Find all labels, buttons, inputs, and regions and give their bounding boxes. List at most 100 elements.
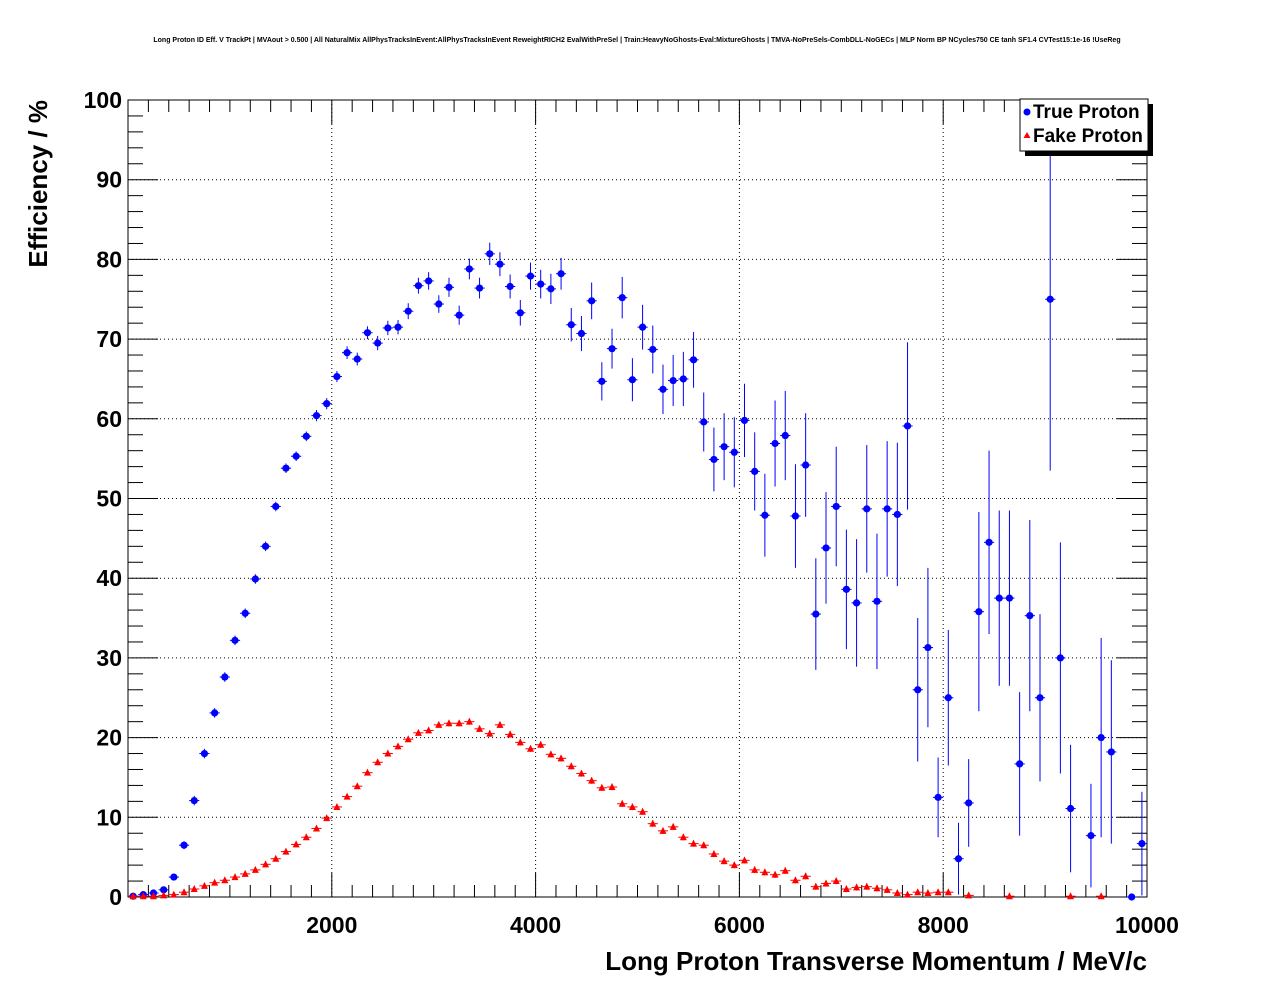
data-point bbox=[525, 262, 536, 290]
marker-triangle bbox=[893, 889, 901, 897]
data-point bbox=[698, 841, 709, 849]
marker-circle bbox=[231, 636, 239, 644]
marker-circle bbox=[241, 609, 249, 617]
marker-circle bbox=[323, 400, 331, 408]
marker-triangle bbox=[333, 802, 341, 810]
marker-circle bbox=[965, 799, 973, 807]
data-point bbox=[392, 742, 404, 750]
data-point bbox=[576, 769, 587, 777]
marker-triangle bbox=[608, 783, 616, 791]
marker-triangle bbox=[262, 860, 270, 868]
data-point bbox=[841, 529, 852, 650]
data-point bbox=[657, 364, 669, 415]
data-point bbox=[902, 890, 913, 898]
marker-circle bbox=[618, 294, 626, 302]
data-point bbox=[454, 719, 465, 727]
data-point bbox=[352, 352, 363, 366]
marker-triangle bbox=[1005, 892, 1013, 900]
marker-circle bbox=[802, 461, 810, 469]
marker-circle bbox=[221, 673, 229, 681]
legend-marker-fake-proton bbox=[1023, 132, 1031, 138]
marker-circle bbox=[1097, 734, 1105, 742]
data-point bbox=[484, 729, 495, 737]
data-point bbox=[963, 891, 974, 899]
data-point bbox=[719, 413, 730, 481]
data-point bbox=[780, 866, 791, 874]
data-point bbox=[321, 814, 332, 822]
marker-triangle bbox=[323, 814, 331, 822]
y-tick-label: 60 bbox=[96, 406, 122, 432]
marker-circle bbox=[608, 345, 616, 353]
marker-triangle bbox=[822, 879, 830, 887]
data-point bbox=[372, 335, 383, 351]
data-point bbox=[769, 400, 781, 487]
data-point bbox=[861, 882, 872, 890]
x-tick-label: 6000 bbox=[714, 912, 765, 938]
marker-circle bbox=[832, 502, 840, 511]
marker-triangle bbox=[669, 822, 677, 830]
y-tick-label: 100 bbox=[84, 87, 122, 113]
marker-triangle bbox=[863, 882, 871, 890]
data-point bbox=[555, 754, 567, 762]
data-point bbox=[769, 870, 781, 878]
data-point bbox=[606, 783, 618, 791]
data-point bbox=[148, 892, 159, 900]
marker-circle bbox=[200, 749, 209, 758]
marker-triangle bbox=[476, 724, 484, 732]
marker-circle bbox=[282, 464, 290, 472]
data-point bbox=[189, 885, 200, 893]
data-point bbox=[250, 865, 261, 873]
marker-triangle bbox=[598, 783, 606, 791]
marker-circle bbox=[679, 375, 687, 383]
marker-circle bbox=[516, 309, 524, 317]
marker-circle bbox=[261, 542, 270, 550]
data-point bbox=[790, 876, 801, 884]
marker-circle bbox=[333, 372, 341, 381]
marker-circle bbox=[170, 873, 178, 881]
marker-circle bbox=[700, 418, 708, 426]
marker-triangle bbox=[853, 883, 861, 891]
data-point bbox=[1106, 660, 1117, 844]
marker-triangle bbox=[465, 717, 473, 725]
data-point bbox=[331, 802, 342, 810]
data-point bbox=[352, 782, 363, 790]
marker-triangle bbox=[873, 884, 881, 892]
y-tick-label: 80 bbox=[96, 246, 122, 272]
data-point bbox=[1045, 127, 1056, 471]
marker-triangle bbox=[374, 758, 382, 766]
data-point bbox=[973, 512, 984, 712]
data-point bbox=[790, 464, 801, 568]
data-point bbox=[423, 272, 434, 290]
marker-circle bbox=[689, 356, 698, 364]
data-point bbox=[820, 879, 832, 887]
marker-triangle bbox=[649, 819, 657, 827]
marker-triangle bbox=[231, 873, 239, 881]
data-point bbox=[994, 510, 1005, 686]
marker-circle bbox=[1087, 832, 1095, 840]
marker-circle bbox=[954, 855, 963, 863]
marker-triangle bbox=[771, 870, 779, 878]
data-point bbox=[535, 269, 546, 299]
data-point bbox=[382, 749, 393, 757]
marker-triangle bbox=[435, 720, 443, 728]
data-point bbox=[545, 750, 556, 758]
marker-triangle bbox=[160, 891, 168, 899]
marker-triangle bbox=[363, 768, 371, 776]
data-point bbox=[688, 839, 699, 847]
marker-triangle bbox=[557, 754, 565, 762]
data-point bbox=[229, 873, 241, 881]
data-point bbox=[219, 876, 230, 884]
marker-triangle bbox=[251, 865, 259, 873]
data-point bbox=[515, 300, 526, 326]
data-point bbox=[291, 451, 302, 462]
data-point bbox=[555, 257, 567, 290]
marker-triangle bbox=[384, 749, 392, 757]
data-point bbox=[820, 492, 832, 604]
marker-circle bbox=[547, 285, 555, 293]
marker-triangle bbox=[791, 876, 799, 884]
marker-circle bbox=[567, 321, 575, 329]
marker-triangle bbox=[139, 892, 147, 900]
marker-triangle bbox=[1067, 892, 1075, 900]
y-tick-label: 70 bbox=[96, 326, 122, 352]
marker-circle bbox=[404, 307, 412, 315]
